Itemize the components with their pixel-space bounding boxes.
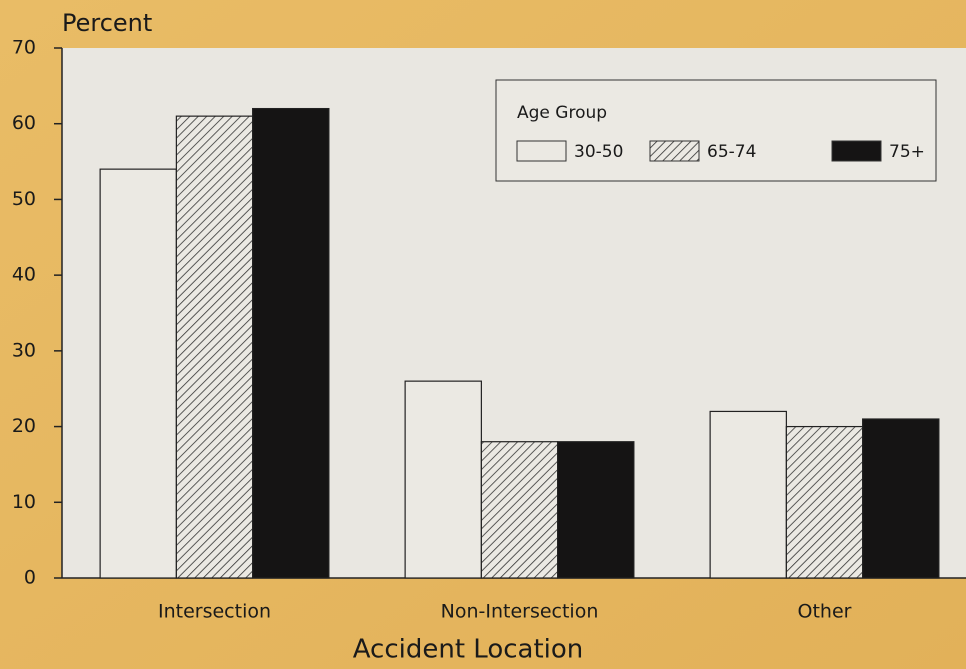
bar xyxy=(404,380,482,579)
bar xyxy=(862,418,940,579)
legend-label: 30-50 xyxy=(574,142,623,162)
bar xyxy=(252,107,330,579)
y-tick-label: 30 xyxy=(12,339,36,361)
legend-swatch xyxy=(649,140,700,162)
y-tick-label: 40 xyxy=(12,264,36,286)
legend-swatch xyxy=(831,140,882,162)
legend-swatch xyxy=(516,140,567,162)
y-tick-label: 50 xyxy=(12,188,36,210)
bar xyxy=(480,441,559,579)
legend-box xyxy=(495,79,937,182)
bar xyxy=(785,425,864,579)
x-tick-label: Non-Intersection xyxy=(441,601,599,623)
bar xyxy=(557,441,635,579)
y-tick-label: 20 xyxy=(12,415,36,437)
y-tick-label: 0 xyxy=(24,567,36,589)
legend-label: 65-74 xyxy=(707,142,756,162)
bar xyxy=(99,168,177,579)
bar xyxy=(709,410,787,579)
x-tick-label: Intersection xyxy=(158,601,271,623)
y-tick-label: 70 xyxy=(12,37,36,59)
y-axis-title: Percent xyxy=(62,9,152,37)
legend-title: Age Group xyxy=(517,103,607,123)
y-tick-label: 60 xyxy=(12,112,36,134)
y-tick-label: 10 xyxy=(12,491,36,513)
legend-label: 75+ xyxy=(889,142,925,162)
bar xyxy=(175,115,254,579)
x-axis-title: Accident Location xyxy=(353,635,584,665)
x-tick-label: Other xyxy=(798,601,852,623)
